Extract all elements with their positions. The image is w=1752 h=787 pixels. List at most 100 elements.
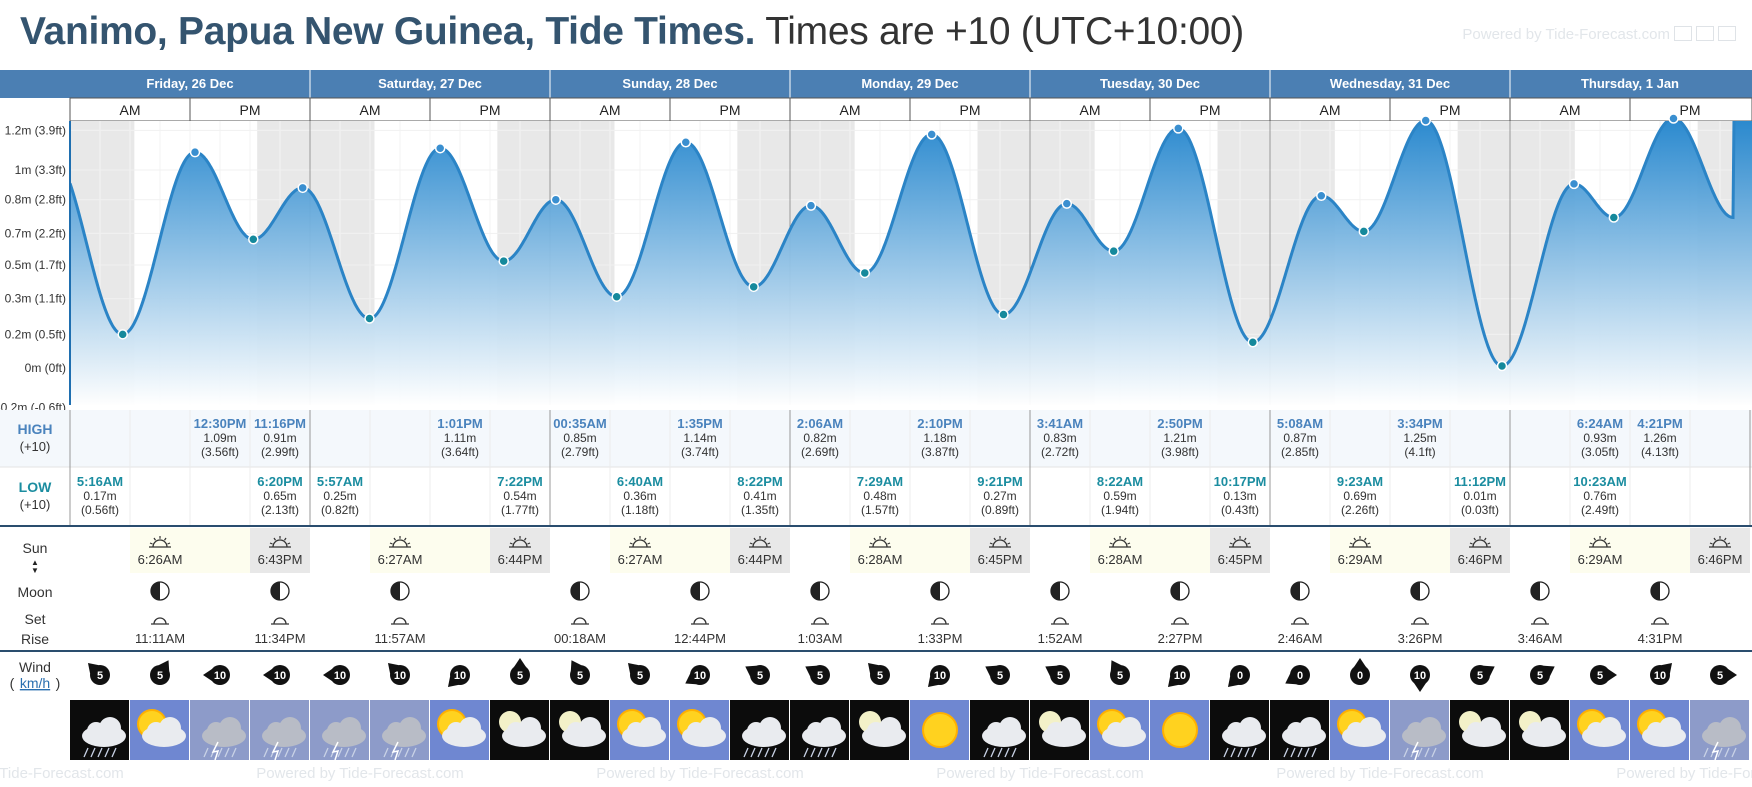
moon-arc: [1053, 617, 1067, 625]
wind-arrow-icon: [510, 658, 530, 685]
rain-drop: [411, 747, 417, 758]
moon-arc: [813, 617, 827, 625]
moon-phase-icon: [1170, 581, 1190, 601]
sun-cell: [130, 528, 190, 573]
high-height-m: 0.93m: [1583, 431, 1616, 445]
powered-by-footer[interactable]: Powered by Tide-Forecast.com: [596, 765, 804, 782]
moon-phase-icon: [390, 581, 410, 601]
moon-time: 2:27PM: [1158, 631, 1203, 646]
cloudy-night-icon: [1450, 700, 1509, 760]
sun-ray: [167, 542, 171, 545]
sunrise-icon-time: 6:29AM: [1338, 552, 1383, 567]
rain-drop: [277, 747, 283, 758]
cloud-shape: [567, 722, 585, 740]
high-height-ft: (2.72ft): [1041, 445, 1079, 459]
low-height-ft: (0.43ft): [1221, 503, 1259, 517]
wind-speed: 5: [97, 670, 103, 682]
wind-unit-link[interactable]: km/h: [20, 675, 50, 691]
powered-by-footer[interactable]: Powered by Tide-Forecast.com: [936, 765, 1144, 782]
wind-speed: 10: [334, 670, 346, 682]
sun-cell: [1450, 528, 1510, 573]
sunset-icon: [1709, 536, 1731, 548]
high-height-m: 0.83m: [1043, 431, 1076, 445]
sun-ray: [153, 537, 156, 541]
rain-drop: [1424, 747, 1430, 758]
rain-drop: [743, 747, 749, 758]
moon-shadow: [931, 582, 940, 600]
wind-pointer: [1414, 683, 1426, 692]
rain-drop: [997, 747, 1003, 758]
moon-phase-icon: [270, 581, 290, 601]
tide-point: [748, 281, 759, 293]
cloudy-night-icon: [490, 700, 549, 760]
moon-row: [0, 573, 1752, 650]
rain-night-icon: [730, 700, 789, 760]
powered-by-footer[interactable]: Powered by Tide-Forecast.com: [1276, 765, 1484, 782]
rain-drop: [1403, 747, 1409, 758]
sun-ray: [1109, 542, 1113, 545]
sun-cell: [1630, 528, 1690, 573]
wind-direction: [514, 658, 526, 667]
rain-drop: [1417, 747, 1423, 758]
sun-ray: [767, 542, 771, 545]
wind-badge: [1350, 665, 1370, 685]
y-tick-label: 0.3m (1.1ft): [5, 292, 66, 306]
rain-drop: [90, 747, 96, 758]
wind-pointer: [514, 658, 526, 667]
wind-badge: [930, 665, 950, 685]
sunset-icon-time: 6:44PM: [498, 552, 543, 567]
powered-by-footer[interactable]: Powered by Tide-Forecast.com: [1616, 765, 1752, 782]
cloud-shape: [1287, 722, 1305, 740]
day-label: Saturday, 27 Dec: [378, 76, 482, 91]
moonrise-icon: [271, 617, 289, 625]
lightning-bolt: [331, 741, 340, 761]
rain-drop: [291, 747, 297, 758]
low-time: 11:12PM: [1454, 474, 1506, 489]
high-height-m: 1.21m: [1163, 431, 1196, 445]
rain-drop: [1431, 747, 1437, 758]
high-height-m: 1.25m: [1403, 431, 1436, 445]
powered-by-top[interactable]: Powered by Tide-Forecast.com: [1462, 26, 1736, 43]
high-height-ft: (4.1ft): [1404, 445, 1435, 459]
moon-time: 4:31PM: [1638, 631, 1683, 646]
sun-arc: [152, 539, 168, 548]
wind-badge: [1170, 665, 1190, 685]
wind-arrow-icon: [570, 660, 590, 685]
cloud-shape: [1587, 722, 1605, 740]
rain-drop: [203, 747, 209, 758]
high-height-ft: (3.05ft): [1581, 445, 1619, 459]
sun-ray: [287, 542, 291, 545]
high-height-m: 1.14m: [683, 431, 716, 445]
moon-shadow: [1291, 582, 1300, 600]
rain-drop: [1297, 747, 1303, 758]
sun-ray: [647, 542, 651, 545]
wind-arrow-icon: [805, 665, 830, 685]
moonrise-icon: [811, 617, 829, 625]
y-tick-label: 0m (0ft): [25, 361, 66, 375]
high-height-ft: (3.56ft): [201, 445, 239, 459]
sun-ray: [509, 542, 513, 545]
low-time: 9:23AM: [1337, 474, 1383, 489]
sunset-icon-time: 6:45PM: [978, 552, 1023, 567]
rain-drop: [224, 747, 230, 758]
moon-phase-icon: [570, 581, 590, 601]
partly-cloudy-icon: [430, 700, 489, 760]
moon-shadow: [1651, 582, 1660, 600]
sun-ray: [1004, 537, 1007, 541]
ampm-label: PM: [480, 102, 501, 118]
sun-label: Sun: [23, 540, 48, 556]
low-row: [0, 467, 1752, 525]
moon-arc: [1533, 617, 1547, 625]
moon-shadow: [571, 582, 580, 600]
sun-cell: [430, 528, 490, 573]
sunrise-icon-time: 6:27AM: [618, 552, 663, 567]
lightning-bolt: [271, 741, 280, 761]
tide-point: [926, 129, 937, 140]
sun-ray: [1469, 542, 1473, 545]
day-label: Tuesday, 30 Dec: [1100, 76, 1200, 91]
sun-ray: [887, 542, 891, 545]
powered-by-footer[interactable]: Powered by Tide-Forecast.com: [0, 765, 124, 782]
partly-cloudy-icon: [1090, 700, 1149, 760]
rain-drop: [1731, 747, 1737, 758]
powered-by-footer[interactable]: Powered by Tide-Forecast.com: [256, 765, 464, 782]
